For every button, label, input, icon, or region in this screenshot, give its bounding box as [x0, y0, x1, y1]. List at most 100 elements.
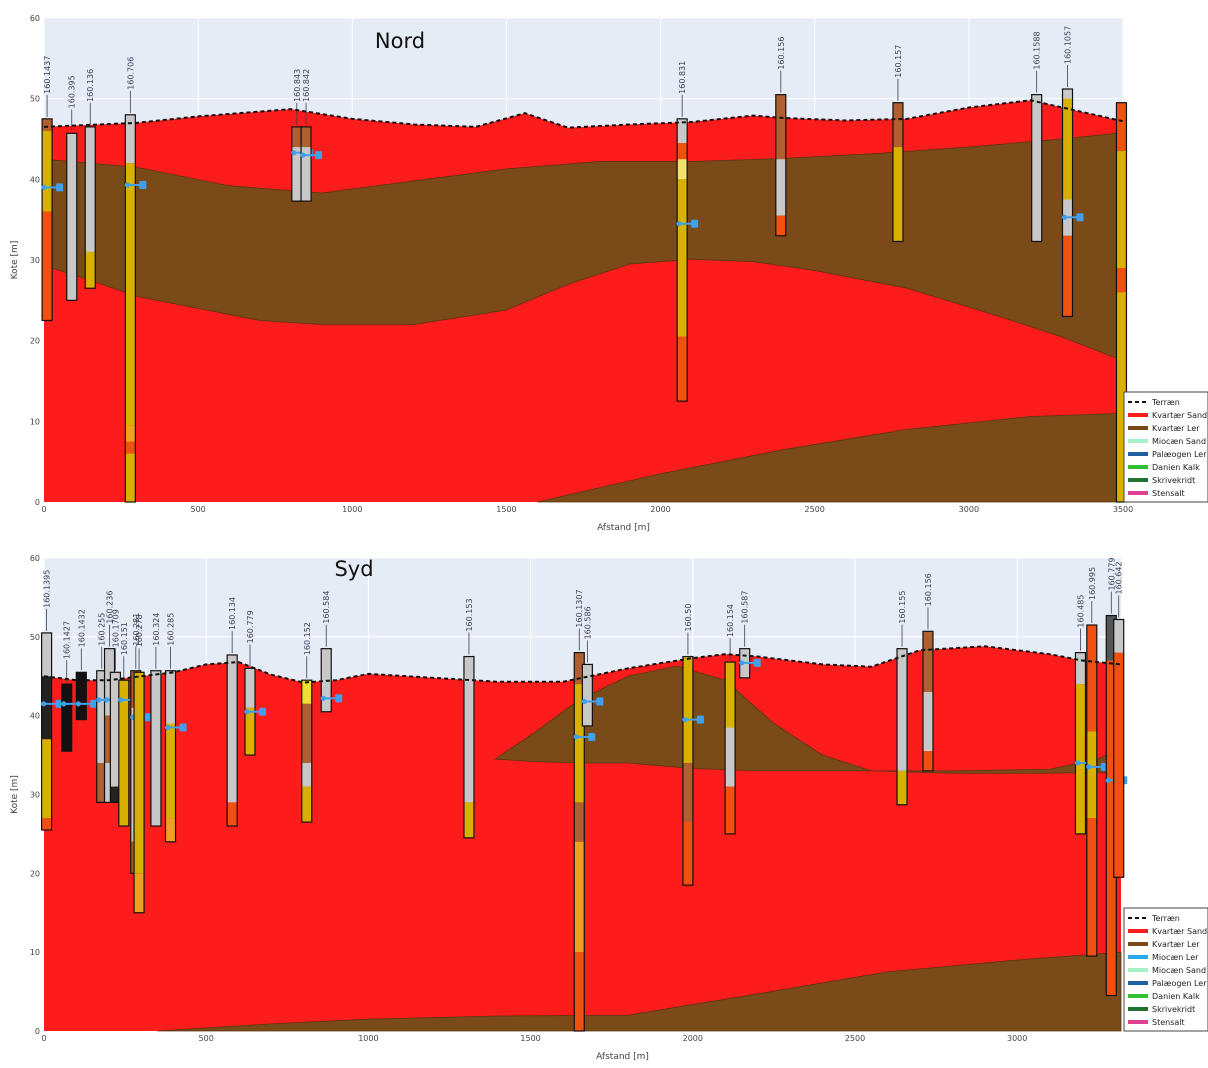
borehole-outline: [40, 632, 53, 831]
borehole-interval: [96, 762, 107, 803]
water-level-badge: [55, 699, 63, 708]
borehole: 160.157: [892, 45, 904, 243]
borehole-interval: [1086, 731, 1097, 819]
borehole-label: 160.642: [1115, 561, 1124, 594]
water-level-marker: [1105, 777, 1111, 783]
legend-entry: Kvartær Sand: [1152, 927, 1207, 936]
borehole-label: 160.154: [726, 604, 735, 637]
water-level-marker: [124, 182, 130, 188]
x-tick-label: 2000: [683, 1034, 703, 1043]
borehole-interval: [244, 668, 255, 708]
borehole-interval: [301, 703, 312, 763]
borehole-label: 160.1588: [1033, 31, 1042, 69]
borehole-label: 160.152: [303, 622, 312, 655]
borehole-label: 160.1437: [43, 56, 52, 94]
borehole-outline: [118, 679, 130, 827]
borehole-interval: [165, 723, 176, 819]
water-level-marker: [61, 701, 67, 707]
borehole-interval: [104, 648, 115, 716]
legend-entry: Terræn: [1151, 398, 1180, 407]
borehole-interval: [76, 672, 87, 720]
borehole-interval: [41, 676, 52, 740]
borehole-label: 160.1307: [575, 589, 584, 627]
borehole-interval: [291, 126, 302, 148]
borehole-interval: [1113, 652, 1124, 878]
borehole-outline: [61, 683, 73, 752]
borehole-outline: [892, 102, 904, 243]
borehole-interval: [118, 680, 129, 827]
legend-entry: Palæogen Ler: [1152, 979, 1207, 988]
borehole: 160.779: [244, 610, 266, 756]
y-tick-label: 50: [30, 633, 40, 642]
borehole-interval: [301, 762, 312, 787]
legend: Terræn Kvartær Sand Kvartær Ler Miocæn Ler M…: [1123, 907, 1208, 1032]
borehole-label: 160.779: [246, 610, 255, 643]
borehole: 160.586: [581, 606, 604, 727]
borehole-outline: [133, 671, 145, 914]
borehole: 160.154: [724, 604, 736, 835]
y-axis-title: Kote [m]: [10, 775, 20, 814]
borehole: 160.395: [66, 75, 78, 301]
borehole-outline: [164, 670, 177, 843]
borehole-interval: [104, 715, 115, 763]
borehole-outline: [226, 654, 238, 827]
borehole-label: 160.706: [126, 57, 135, 90]
x-tick-label: 1500: [520, 1034, 540, 1043]
borehole-label: 160.156: [777, 37, 786, 70]
y-tick-label: 30: [30, 791, 40, 800]
borehole-interval: [41, 739, 52, 819]
borehole-interval: [1106, 755, 1117, 996]
water-level-marker: [40, 701, 47, 707]
borehole-interval: [582, 664, 593, 726]
borehole-interval: [1075, 684, 1086, 834]
water-level-marker: [103, 697, 110, 703]
borehole: 160.587: [739, 591, 761, 679]
borehole-outline: [301, 679, 313, 823]
water-level-marker: [118, 697, 124, 703]
borehole-label: 160.236: [106, 591, 115, 624]
borehole-label: 160.151: [120, 622, 129, 655]
borehole-interval: [725, 786, 736, 834]
borehole-interval: [42, 130, 53, 212]
borehole-outline: [922, 630, 934, 772]
layer-kvartaer-ler-3: [157, 951, 1122, 1032]
x-tick-label: 0: [41, 505, 46, 514]
legend-entry: Terræn: [1151, 914, 1180, 923]
borehole-label: 160.779: [1107, 557, 1116, 590]
borehole-interval: [244, 707, 255, 756]
legend-entry: Kvartær Ler: [1152, 424, 1200, 433]
borehole-interval: [892, 147, 903, 242]
borehole-outline: [320, 648, 332, 713]
x-tick-label: 1000: [358, 1034, 378, 1043]
borehole-interval: [677, 118, 688, 144]
borehole-interval: [85, 251, 96, 289]
borehole-interval: [682, 762, 693, 823]
borehole-label: 160.136: [86, 69, 95, 102]
legend-entry: Skrivekridt: [1152, 476, 1195, 485]
y-tick-label: 40: [30, 712, 40, 721]
y-tick-label: 0: [35, 498, 40, 507]
borehole-outline: [1074, 651, 1087, 835]
legend-entry: Kvartær Ler: [1152, 940, 1200, 949]
borehole-interval: [1113, 619, 1124, 653]
borehole-outline: [676, 118, 688, 402]
x-tick-label: 3000: [1007, 1034, 1027, 1043]
water-level-marker: [739, 660, 745, 666]
chart-panel-nord: 160.1437 160.395 160.136 160.706 160.843 160.…: [10, 14, 1208, 533]
borehole-label: 160.156: [924, 573, 933, 606]
y-tick-label: 0: [35, 1027, 40, 1036]
borehole-interval: [85, 126, 96, 252]
borehole-outline: [1086, 624, 1098, 957]
water-level-marker: [291, 150, 297, 156]
borehole: [1115, 102, 1128, 503]
borehole: 160.155: [896, 591, 908, 806]
borehole-interval: [301, 126, 312, 148]
borehole-outline: [581, 663, 593, 727]
borehole-outline: [1115, 102, 1128, 503]
water-level-badge: [56, 183, 64, 192]
y-tick-label: 20: [30, 337, 40, 346]
borehole-interval: [775, 159, 786, 216]
borehole-interval: [463, 656, 474, 803]
y-tick-label: 30: [30, 256, 40, 265]
borehole-interval: [922, 751, 933, 771]
